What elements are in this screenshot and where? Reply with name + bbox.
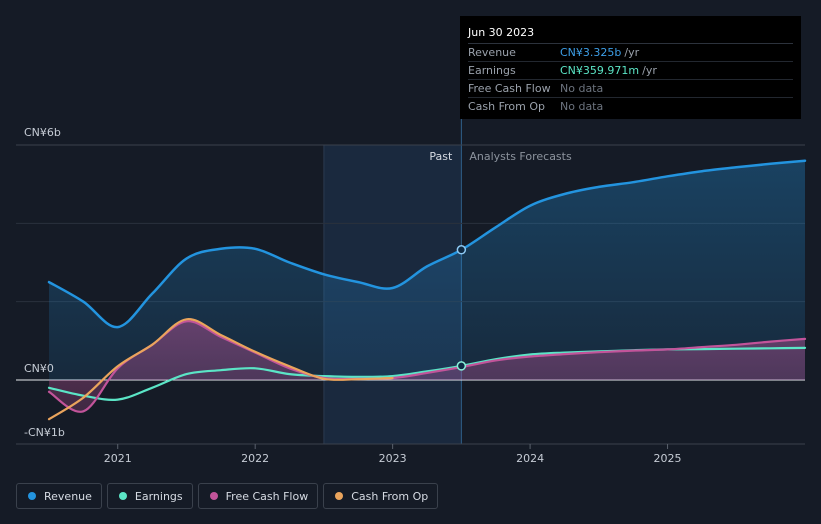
free-cash-flow-area bbox=[49, 321, 805, 412]
legend-dot-icon bbox=[28, 492, 36, 500]
tooltip-row: Free Cash Flow No data bbox=[468, 80, 793, 98]
tooltip-value: No data bbox=[560, 100, 604, 113]
legend-dot-icon bbox=[118, 492, 127, 500]
tooltip-label: Earnings bbox=[468, 64, 516, 77]
tooltip-value: CN¥359.971m bbox=[560, 64, 640, 77]
legend-label: Free Cash Flow bbox=[225, 489, 309, 503]
legend-item-cash-from-op[interactable]: Cash From Op bbox=[323, 483, 439, 509]
legend-label: Cash From Op bbox=[351, 489, 429, 503]
y-tick-label: CN¥0 bbox=[24, 362, 54, 375]
legend-item-free-cash-flow[interactable]: Free Cash Flow bbox=[197, 483, 319, 509]
revenue-line bbox=[47, 159, 807, 329]
x-tick-label: 2025 bbox=[654, 452, 682, 465]
y-tick-label: CN¥6b bbox=[24, 126, 61, 139]
legend: Revenue Earnings Free Cash Flow Cash From O… bbox=[16, 483, 439, 509]
tooltip-row: Cash From Op No data bbox=[468, 98, 793, 115]
revenue-point bbox=[456, 245, 467, 255]
tooltip-label: Cash From Op bbox=[468, 100, 546, 113]
legend-dot-icon bbox=[335, 492, 344, 500]
tooltip: Jun 30 2023 Revenue CN¥3.325b/yr Earnings C… bbox=[460, 16, 801, 119]
tooltip-value: No data bbox=[560, 82, 604, 95]
legend-item-earnings[interactable]: Earnings bbox=[106, 483, 193, 509]
legend-dot-icon bbox=[209, 492, 218, 500]
legend-label: Revenue bbox=[44, 489, 92, 503]
x-tick-label: 2023 bbox=[379, 452, 407, 465]
x-tick-label: 2021 bbox=[104, 452, 132, 465]
x-tick-label: 2022 bbox=[241, 452, 269, 465]
tooltip-unit: /yr bbox=[624, 46, 640, 59]
tooltip-unit: /yr bbox=[642, 64, 657, 77]
legend-item-revenue[interactable]: Revenue bbox=[16, 483, 102, 509]
tooltip-date: Jun 30 2023 bbox=[468, 24, 793, 44]
tooltip-label: Revenue bbox=[468, 46, 516, 59]
tooltip-value: CN¥3.325b bbox=[560, 46, 622, 59]
legend-label: Earnings bbox=[134, 489, 183, 503]
earnings-point bbox=[456, 361, 467, 371]
x-tick-label: 2024 bbox=[516, 452, 544, 465]
tooltip-row: Revenue CN¥3.325b/yr bbox=[468, 44, 793, 62]
free-cash-flow-line bbox=[47, 320, 807, 413]
past-label: Past bbox=[429, 150, 453, 163]
y-tick-label: -CN¥1b bbox=[24, 426, 65, 439]
tooltip-label: Free Cash Flow bbox=[468, 82, 551, 95]
cash-from-op-line bbox=[47, 318, 394, 421]
forecast-label: Analysts Forecasts bbox=[469, 150, 572, 163]
tooltip-row: Earnings CN¥359.971m/yr bbox=[468, 62, 793, 80]
revenue-area bbox=[49, 160, 805, 380]
